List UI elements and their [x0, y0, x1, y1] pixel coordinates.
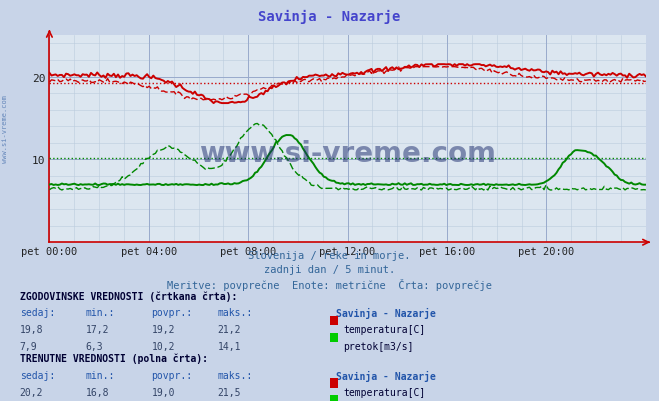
Text: 17,2: 17,2	[86, 324, 109, 334]
Text: Meritve: povprečne  Enote: metrične  Črta: povprečje: Meritve: povprečne Enote: metrične Črta:…	[167, 279, 492, 291]
Text: zadnji dan / 5 minut.: zadnji dan / 5 minut.	[264, 265, 395, 275]
Text: 19,2: 19,2	[152, 324, 175, 334]
Text: 7,9: 7,9	[20, 341, 38, 351]
Text: temperatura[C]: temperatura[C]	[343, 387, 426, 397]
Text: maks.:: maks.:	[217, 308, 252, 318]
Text: min.:: min.:	[86, 308, 115, 318]
Text: 10,2: 10,2	[152, 341, 175, 351]
Text: pretok[m3/s]: pretok[m3/s]	[343, 341, 414, 351]
Text: 19,8: 19,8	[20, 324, 43, 334]
Text: TRENUTNE VREDNOSTI (polna črta):: TRENUTNE VREDNOSTI (polna črta):	[20, 353, 208, 363]
Text: sedaj:: sedaj:	[20, 308, 55, 318]
Text: www.si-vreme.com: www.si-vreme.com	[2, 94, 9, 162]
Text: 21,2: 21,2	[217, 324, 241, 334]
Text: 21,5: 21,5	[217, 387, 241, 397]
Text: maks.:: maks.:	[217, 370, 252, 380]
Text: 19,0: 19,0	[152, 387, 175, 397]
Text: povpr.:: povpr.:	[152, 308, 192, 318]
Text: povpr.:: povpr.:	[152, 370, 192, 380]
Text: ZGODOVINSKE VREDNOSTI (črtkana črta):: ZGODOVINSKE VREDNOSTI (črtkana črta):	[20, 291, 237, 301]
Text: 6,3: 6,3	[86, 341, 103, 351]
Text: www.si-vreme.com: www.si-vreme.com	[199, 140, 496, 168]
Text: min.:: min.:	[86, 370, 115, 380]
Text: Slovenija / reke in morje.: Slovenija / reke in morje.	[248, 251, 411, 261]
Text: Savinja - Nazarje: Savinja - Nazarje	[336, 308, 436, 318]
Text: 20,2: 20,2	[20, 387, 43, 397]
Text: 16,8: 16,8	[86, 387, 109, 397]
Text: temperatura[C]: temperatura[C]	[343, 324, 426, 334]
Text: Savinja - Nazarje: Savinja - Nazarje	[258, 10, 401, 24]
Text: 14,1: 14,1	[217, 341, 241, 351]
Text: sedaj:: sedaj:	[20, 370, 55, 380]
Text: Savinja - Nazarje: Savinja - Nazarje	[336, 370, 436, 381]
